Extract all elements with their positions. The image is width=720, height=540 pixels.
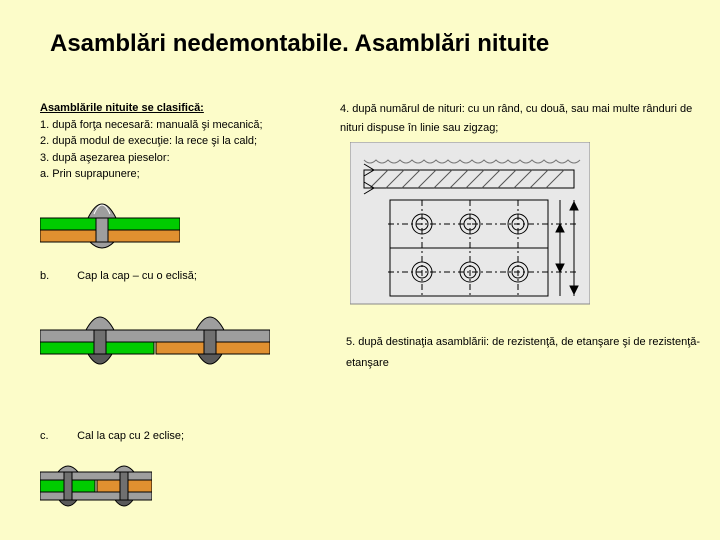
slide-title: Asamblări nedemontabile. Asamblări nitui… — [50, 30, 549, 58]
list-heading: Asamblările nituite se clasifică: — [40, 100, 320, 117]
text-c: Cal la cap cu 2 eclise; — [77, 430, 184, 442]
list-item-1: 1. după forţa necesară: manuală şi mecan… — [40, 117, 320, 134]
text-b: Cap la cap – cu o eclisă; — [77, 270, 197, 282]
classification-list: Asamblările nituite se clasifică: 1. dup… — [40, 100, 320, 183]
figure-rivet-rows — [350, 142, 590, 306]
figure-butt-one-strap — [40, 300, 270, 380]
point-5-text: 5. după destinaţia asamblării: de rezist… — [346, 332, 706, 374]
list-item-3b: b. Cap la cap – cu o eclisă; — [40, 270, 197, 282]
label-c: c. — [40, 430, 74, 442]
list-item-2: 2. după modul de execuţie: la rece şi la… — [40, 133, 320, 150]
list-item-3a: a. Prin suprapunere; — [40, 166, 320, 183]
label-b: b. — [40, 270, 74, 282]
figure-overlap-joint — [40, 184, 180, 250]
point-4-text: 4. după numărul de nituri: cu un rând, c… — [340, 100, 700, 137]
figure-butt-two-straps — [40, 460, 152, 514]
list-item-3: 3. după aşezarea pieselor: — [40, 150, 320, 167]
list-item-3c: c. Cal la cap cu 2 eclise; — [40, 430, 184, 442]
